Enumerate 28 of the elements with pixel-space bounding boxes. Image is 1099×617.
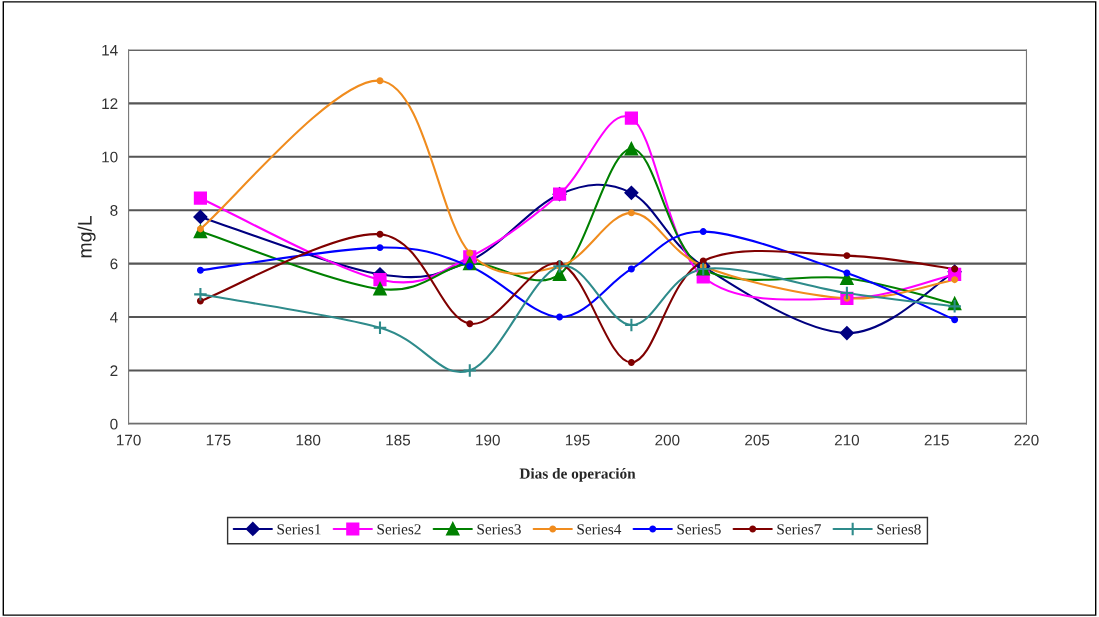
x-tick-label: 215 xyxy=(924,434,949,446)
x-tick-label: 195 xyxy=(565,434,590,446)
y-tick-label: 8 xyxy=(110,205,118,216)
legend-label: Series2 xyxy=(377,524,421,535)
y-tick-label: 2 xyxy=(110,365,118,376)
legend-label: Series7 xyxy=(777,524,821,535)
legend-label: Series3 xyxy=(477,524,521,535)
y-tick-label: 6 xyxy=(110,258,118,270)
legend-label: Series5 xyxy=(677,524,721,535)
legend-label: Series8 xyxy=(877,524,921,535)
x-tick-label: 180 xyxy=(296,434,321,446)
x-tick-label: 205 xyxy=(745,434,770,446)
x-tick-label: 220 xyxy=(1014,434,1039,446)
x-tick-label: 175 xyxy=(206,434,231,446)
x-tick-label: 210 xyxy=(834,434,860,446)
y-tick-label: 0 xyxy=(110,418,118,430)
y-tick-label: 12 xyxy=(102,98,118,109)
y-tick-label: 14 xyxy=(102,45,118,56)
x-tick-label: 170 xyxy=(117,434,141,446)
x-tick-label: 200 xyxy=(655,434,680,446)
y-tick-label: 4 xyxy=(110,312,118,323)
y-axis-title: mg/L xyxy=(77,215,96,258)
y-tick-label: 10 xyxy=(102,151,118,163)
legend-label: Series4 xyxy=(577,524,622,535)
legend-label: Series1 xyxy=(277,524,321,535)
x-tick-label: 190 xyxy=(476,434,500,446)
x-tick-label: 185 xyxy=(386,434,411,446)
x-axis-title: Dias de operación xyxy=(519,467,636,482)
